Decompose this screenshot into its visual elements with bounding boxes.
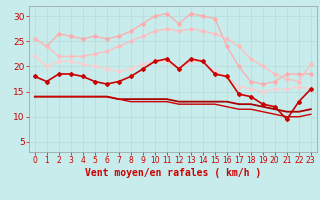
X-axis label: Vent moyen/en rafales ( km/h ): Vent moyen/en rafales ( km/h ): [85, 168, 261, 178]
